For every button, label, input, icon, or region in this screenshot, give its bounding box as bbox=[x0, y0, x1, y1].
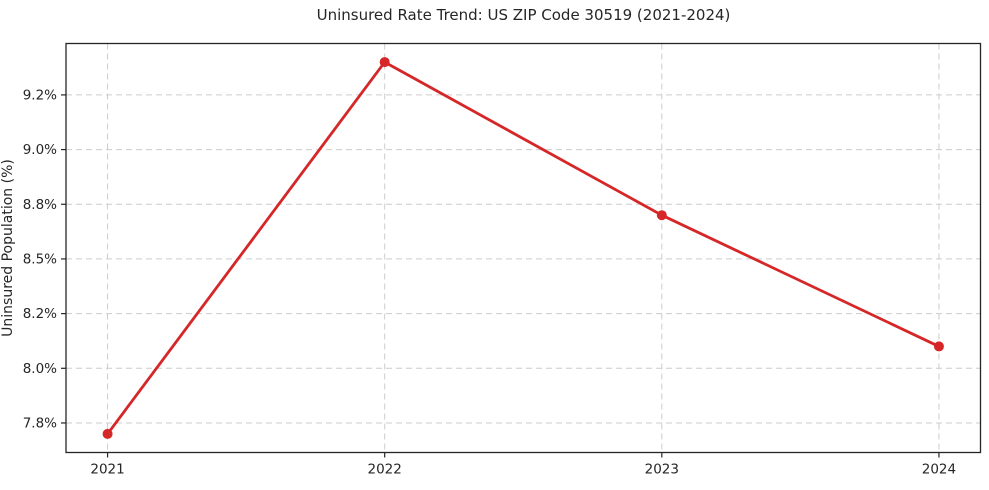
chart-title: Uninsured Rate Trend: US ZIP Code 30519 … bbox=[316, 6, 731, 24]
y-tick-label: 8.8% bbox=[23, 197, 57, 213]
y-tick-label: 9.0% bbox=[23, 142, 57, 158]
x-tick-label: 2021 bbox=[90, 462, 124, 478]
data-point bbox=[379, 57, 390, 68]
data-point bbox=[102, 428, 113, 439]
line-series bbox=[106, 60, 941, 436]
y-tick-label: 9.2% bbox=[23, 87, 57, 103]
plot-border bbox=[65, 42, 982, 454]
y-tick-label: 8.0% bbox=[23, 361, 57, 377]
x-tick-label: 2024 bbox=[922, 462, 956, 478]
x-tick-label: 2023 bbox=[645, 462, 679, 478]
y-tick-label: 8.2% bbox=[23, 306, 57, 322]
data-point bbox=[656, 210, 667, 221]
y-tick-label: 8.5% bbox=[23, 251, 57, 267]
y-tick-label: 7.8% bbox=[23, 415, 57, 431]
x-tick-label: 2022 bbox=[368, 462, 402, 478]
data-point bbox=[933, 341, 944, 352]
